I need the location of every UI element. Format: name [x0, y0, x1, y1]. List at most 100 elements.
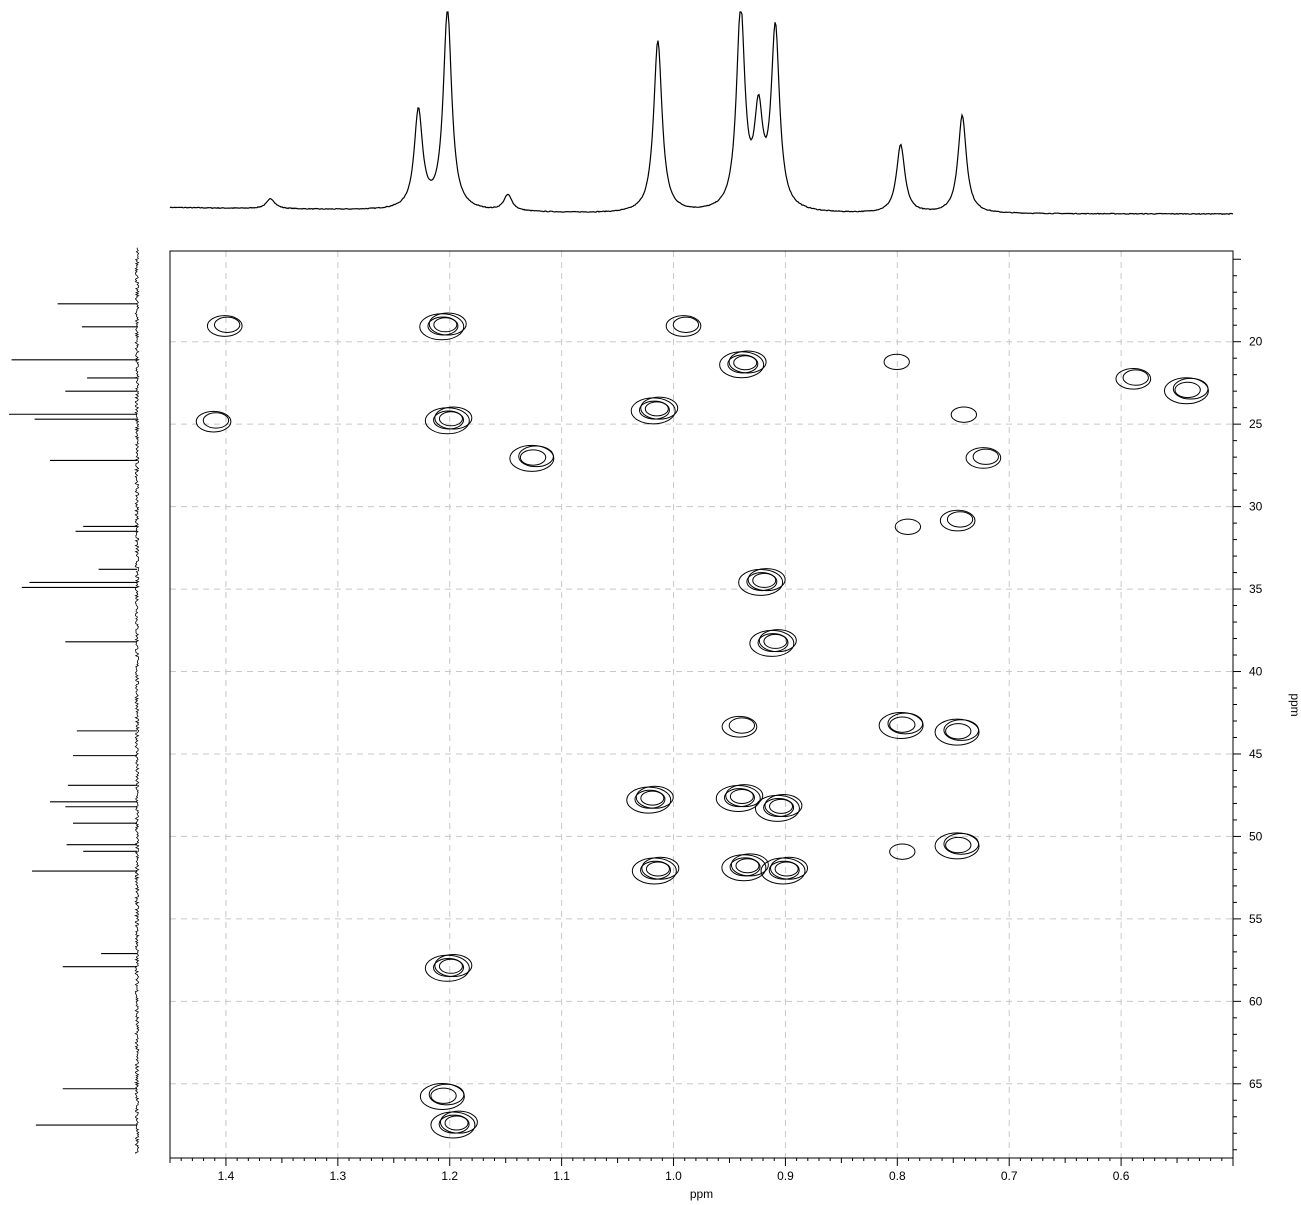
contour-ring [763, 798, 795, 818]
contour-ring [195, 410, 232, 433]
left-projection-spectrum [9, 247, 140, 1154]
contour-ring [945, 836, 972, 854]
contour-ring [894, 518, 922, 535]
contour-ring [943, 833, 980, 855]
contour-ring [757, 633, 789, 653]
x-tick-label: 0.6 [1113, 1169, 1130, 1183]
contour-ring [774, 861, 799, 877]
contour-ring [727, 354, 759, 374]
contour-ring [939, 509, 976, 532]
contour-ring [1163, 377, 1209, 405]
contour-ring [883, 353, 910, 371]
contour-ring [665, 315, 702, 337]
x-tick-label: 1.3 [329, 1169, 346, 1183]
cross-peak [424, 406, 473, 435]
y-tick-label: 65 [1249, 1077, 1263, 1091]
cross-peak [715, 784, 764, 812]
cross-peak [419, 1083, 465, 1111]
contour-ring [729, 857, 761, 877]
cross-peak [424, 954, 473, 982]
y-tick-label: 20 [1249, 335, 1263, 349]
contour-ring [433, 317, 458, 333]
contour-ring [768, 860, 800, 880]
x-tick-label: 0.9 [777, 1169, 794, 1183]
contour-ring [202, 412, 230, 429]
contour-ring [672, 316, 700, 333]
contour-ring [934, 832, 980, 860]
x-tick-label: 1.0 [665, 1169, 682, 1183]
contour-ring [518, 445, 554, 468]
y-tick-label: 45 [1249, 747, 1263, 761]
cross-peak [631, 856, 680, 885]
plot-frame [169, 250, 1234, 1159]
cross-peak [1115, 367, 1152, 390]
cross-peak [195, 410, 232, 433]
cross-peak [950, 406, 978, 423]
contour-ring [728, 717, 756, 734]
contour-ring [640, 790, 665, 806]
cross-peak [509, 444, 555, 472]
contour-ring [943, 719, 980, 741]
contour-ring [427, 316, 459, 336]
y-axis-label: ppm [1288, 693, 1301, 716]
contour-ring [438, 1114, 470, 1134]
cross-peak [1163, 377, 1209, 405]
cross-peak [630, 396, 679, 425]
cross-peak [721, 715, 758, 738]
contour-ring [889, 843, 916, 860]
y-axis: 20 25 30 35 40 45 50 55 60 65 [1233, 258, 1263, 1151]
cross-peak [754, 794, 803, 822]
contour-ring [438, 411, 463, 427]
contour-ring [878, 711, 924, 739]
cross-peak [719, 350, 767, 379]
contour-ring [746, 572, 778, 592]
y-tick-label: 55 [1249, 912, 1263, 926]
y-tick-label: 30 [1249, 500, 1263, 514]
contour-ring [419, 1083, 465, 1111]
contour-ring [729, 788, 754, 804]
x-axis: 1.4 1.3 1.2 1.1 1.0 0.9 0.8 0.7 0.6 [169, 1158, 1234, 1183]
plot-area: 1.4 1.3 1.2 1.1 1.0 0.9 0.8 0.7 0.6 20 25 30 35 40 45… [169, 250, 1263, 1183]
contour-ring [946, 511, 974, 528]
cross-peak [934, 718, 980, 746]
contour-ring [509, 444, 555, 472]
y-tick-label: 25 [1249, 417, 1263, 431]
contour-ring [733, 355, 758, 371]
top-projection-spectrum [169, 11, 1234, 215]
x-axis-label: ppm [690, 1187, 713, 1201]
cross-peak [939, 509, 976, 532]
contour-ring [433, 958, 465, 978]
contour-ring [887, 712, 924, 735]
grid [170, 251, 1233, 1158]
contour-ring [934, 718, 980, 746]
contour-ring [972, 448, 999, 465]
contour-ring [889, 716, 916, 733]
cross-peak [665, 315, 702, 337]
contour-ring [752, 572, 777, 588]
cross-peak [889, 843, 916, 860]
contour-ring [721, 715, 758, 738]
contour-ring [206, 315, 243, 337]
contour-ring [1115, 367, 1152, 390]
cross-peak [894, 518, 922, 535]
contour-ring [1172, 377, 1209, 400]
cross-peak [760, 856, 809, 885]
x-tick-label: 1.2 [441, 1169, 458, 1183]
contour-ring [723, 788, 755, 808]
contour-ring [769, 798, 794, 814]
contour-ring [965, 447, 1002, 469]
contour-ring [519, 449, 547, 466]
contour-ring [638, 400, 670, 420]
contour-ring [438, 958, 463, 974]
cross-peak [749, 629, 797, 657]
cross-peak [738, 568, 786, 596]
contour-ring [735, 858, 760, 874]
cross-peak [430, 1110, 478, 1139]
contour-ring [645, 861, 670, 877]
x-tick-label: 1.1 [553, 1169, 570, 1183]
contour-ring [644, 401, 669, 417]
left-projection-baseline [133, 247, 140, 1154]
cross-peak [626, 785, 674, 814]
y-tick-label: 60 [1249, 994, 1263, 1008]
